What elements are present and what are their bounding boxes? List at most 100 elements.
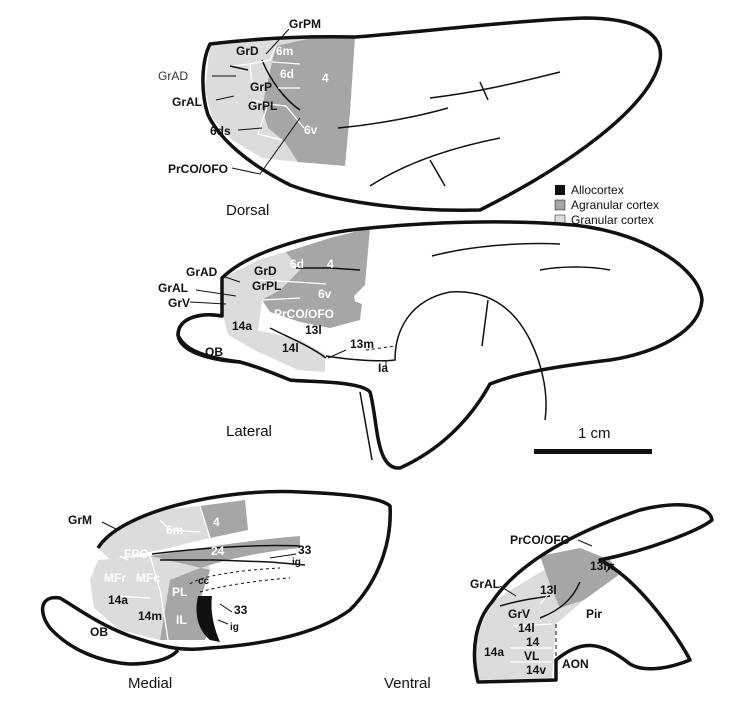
label-medial-6m: 6m [166,523,183,537]
label-dorsal-6v: 6v [304,123,318,137]
ventral-outline [472,503,714,684]
ventral-agranular-region [540,548,620,608]
label-lateral-13m: 13m [350,337,374,351]
legend-label-agranular: Agranular cortex [571,198,659,212]
lateral-sulci [296,242,611,461]
lateral-ia-dash [365,345,397,351]
legend: Allocortex Agranular cortex Granular cor… [554,183,659,227]
label-dorsal-gral: GrAL [172,95,202,109]
dorsal-sulcus-2 [337,107,449,129]
label-dorsal-6d: 6d [280,67,294,81]
label-medial-pl: PL [172,585,187,599]
scale-bar-label: 1 cm [578,425,611,442]
lateral-principal-sulcus [269,327,327,359]
label-medial-grm: GrM [68,513,92,527]
medial-borders [114,505,211,641]
medial-corpus-callosum-dash [189,567,291,593]
dorsal-borders [231,45,305,141]
label-medial-il: IL [176,613,187,627]
label-dorsal-grpl: GrPL [248,99,277,113]
label-lateral-4: 4 [327,257,334,271]
label-dorsal-grpm: GrPM [289,17,321,31]
lateral-borders [257,279,327,347]
label-dorsal-grp: GrP [250,80,272,94]
legend-label-granular: Granular cortex [571,213,654,227]
dorsal-central-line [229,65,249,71]
label-lateral-14l: 14l [282,341,299,355]
label-medial-24: 24 [211,544,225,558]
dorsal-sulcus-3 [369,137,501,187]
label-lateral-14a: 14a [232,319,252,333]
view-title-medial: Medial [128,675,172,692]
label-medial-33-top: 33 [298,543,312,557]
label-lateral-grd: GrD [254,264,277,278]
medial-view: GrM 6m 4 FPC 24 33 ig MFr MFc cc PL 14a … [40,489,392,692]
dorsal-sulcus-arcuate [261,59,301,111]
scale-bar-line [534,449,652,454]
medial-corpus-callosum-upper [160,559,306,566]
label-lateral-6d: 6d [290,257,304,271]
label-ventral-14a: 14a [484,645,504,659]
label-lateral-grad: GrAD [186,265,218,279]
legend-label-allocortex: Allocortex [571,183,624,197]
medial-cingulate-sulcus [151,544,301,555]
label-lateral-ia: Ia [378,361,388,375]
medial-allocortex-ig [196,596,220,642]
medial-callouts [101,521,297,625]
label-medial-fpc: FPC [124,547,148,561]
label-medial-ig-top: ig [292,557,301,568]
view-title-dorsal: Dorsal [226,202,269,219]
label-medial-ob: OB [90,625,108,639]
label-ventral-13m: 13m [590,559,614,573]
ventral-olfactory-sulcus [539,581,581,619]
dorsal-callouts [212,28,301,175]
label-dorsal-grd: GrD [236,44,259,58]
label-medial-ig-bottom: ig [230,622,239,633]
label-ventral-prco: PrCO/OFO [510,533,570,547]
label-lateral-gral: GrAL [158,281,188,295]
label-ventral-14v: 14v [526,663,546,677]
lateral-callouts [189,275,387,368]
ventral-view: PrCO/OFO 13m 13l GrAL GrV Pir 14l 14a 14… [384,503,714,692]
label-lateral-13l: 13l [305,323,322,337]
ventral-callouts [499,539,615,597]
label-medial-4: 4 [213,515,220,529]
label-dorsal-6ds: 6ds [210,124,231,138]
ventral-borders [510,589,553,663]
lateral-prco-region [262,296,362,328]
view-title-lateral: Lateral [226,423,272,440]
legend-swatch-agranular [554,199,566,211]
label-lateral-6v: 6v [318,287,332,301]
label-medial-cc: cc [198,576,210,587]
label-dorsal-grad: GrAD [158,69,188,83]
lateral-agranular-region [262,228,370,320]
medial-cingulate-region [150,536,300,640]
medial-outline [40,489,392,666]
label-lateral-prco: PrCO/OFO [274,307,334,321]
label-dorsal-4: 4 [322,71,329,85]
label-ventral-14: 14 [526,635,540,649]
scale-bar: 1 cm [534,425,652,454]
label-ventral-pir: Pir [586,607,602,621]
label-ventral-aon: AON [562,657,589,671]
view-title-ventral: Ventral [384,675,431,692]
lateral-ob-outline [176,313,241,364]
dorsal-outline [201,16,663,212]
label-ventral-13l: 13l [540,583,557,597]
label-medial-14m: 14m [138,609,162,623]
dorsal-agranular-region [262,37,355,166]
label-lateral-ob: OB [205,345,223,359]
label-medial-33-bottom: 33 [234,603,248,617]
label-ventral-vl: VL [524,649,539,663]
label-ventral-14l: 14l [518,621,535,635]
legend-swatch-allocortex [555,185,565,195]
label-ventral-grv: GrV [508,607,530,621]
medial-granular-region [98,506,210,560]
label-dorsal-prco: PrCO/OFO [168,162,228,176]
lateral-sylvian-fissure [325,291,547,421]
label-medial-14a: 14a [108,593,128,607]
label-dorsal-6m: 6m [276,44,293,58]
lateral-view: GrAD GrD 6d 4 GrAL GrPL 6v GrV PrCO/OFO … [158,220,704,470]
